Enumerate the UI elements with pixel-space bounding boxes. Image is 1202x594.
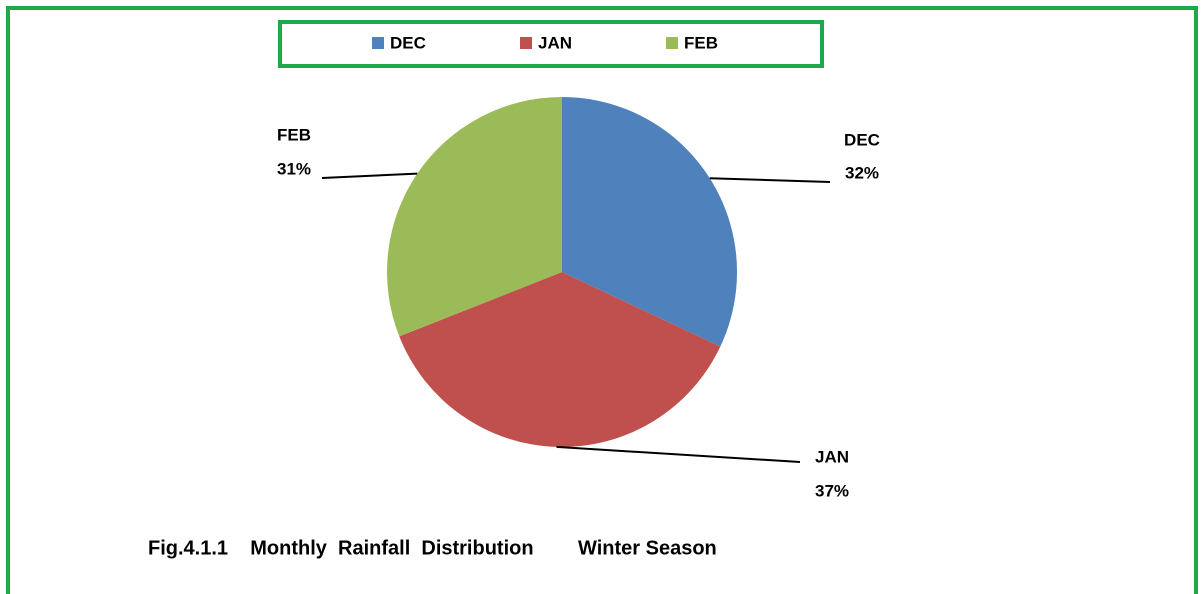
pie-slice	[562, 97, 737, 347]
legend-box	[278, 20, 824, 68]
leader-line	[709, 177, 831, 183]
legend-label: JAN	[538, 33, 572, 52]
pie-slice	[399, 272, 721, 447]
slice-value: 31%	[277, 159, 311, 178]
chart-title: Fig.4.1.1 Monthly Rainfall Distribution …	[148, 537, 717, 559]
slice-value: 37%	[815, 481, 849, 500]
slice-label: FEB	[277, 125, 311, 144]
legend-swatch	[372, 37, 384, 49]
legend-label: DEC	[390, 33, 426, 52]
leader-line	[556, 445, 801, 463]
pie-slice	[387, 97, 562, 337]
legend-swatch	[520, 37, 532, 49]
slice-label: DEC	[844, 130, 880, 149]
leader-line	[321, 172, 418, 179]
legend-label: FEB	[684, 33, 718, 52]
slice-value: 32%	[845, 163, 879, 182]
frame	[6, 6, 1198, 594]
legend-swatch	[666, 37, 678, 49]
slice-label: JAN	[815, 447, 849, 466]
